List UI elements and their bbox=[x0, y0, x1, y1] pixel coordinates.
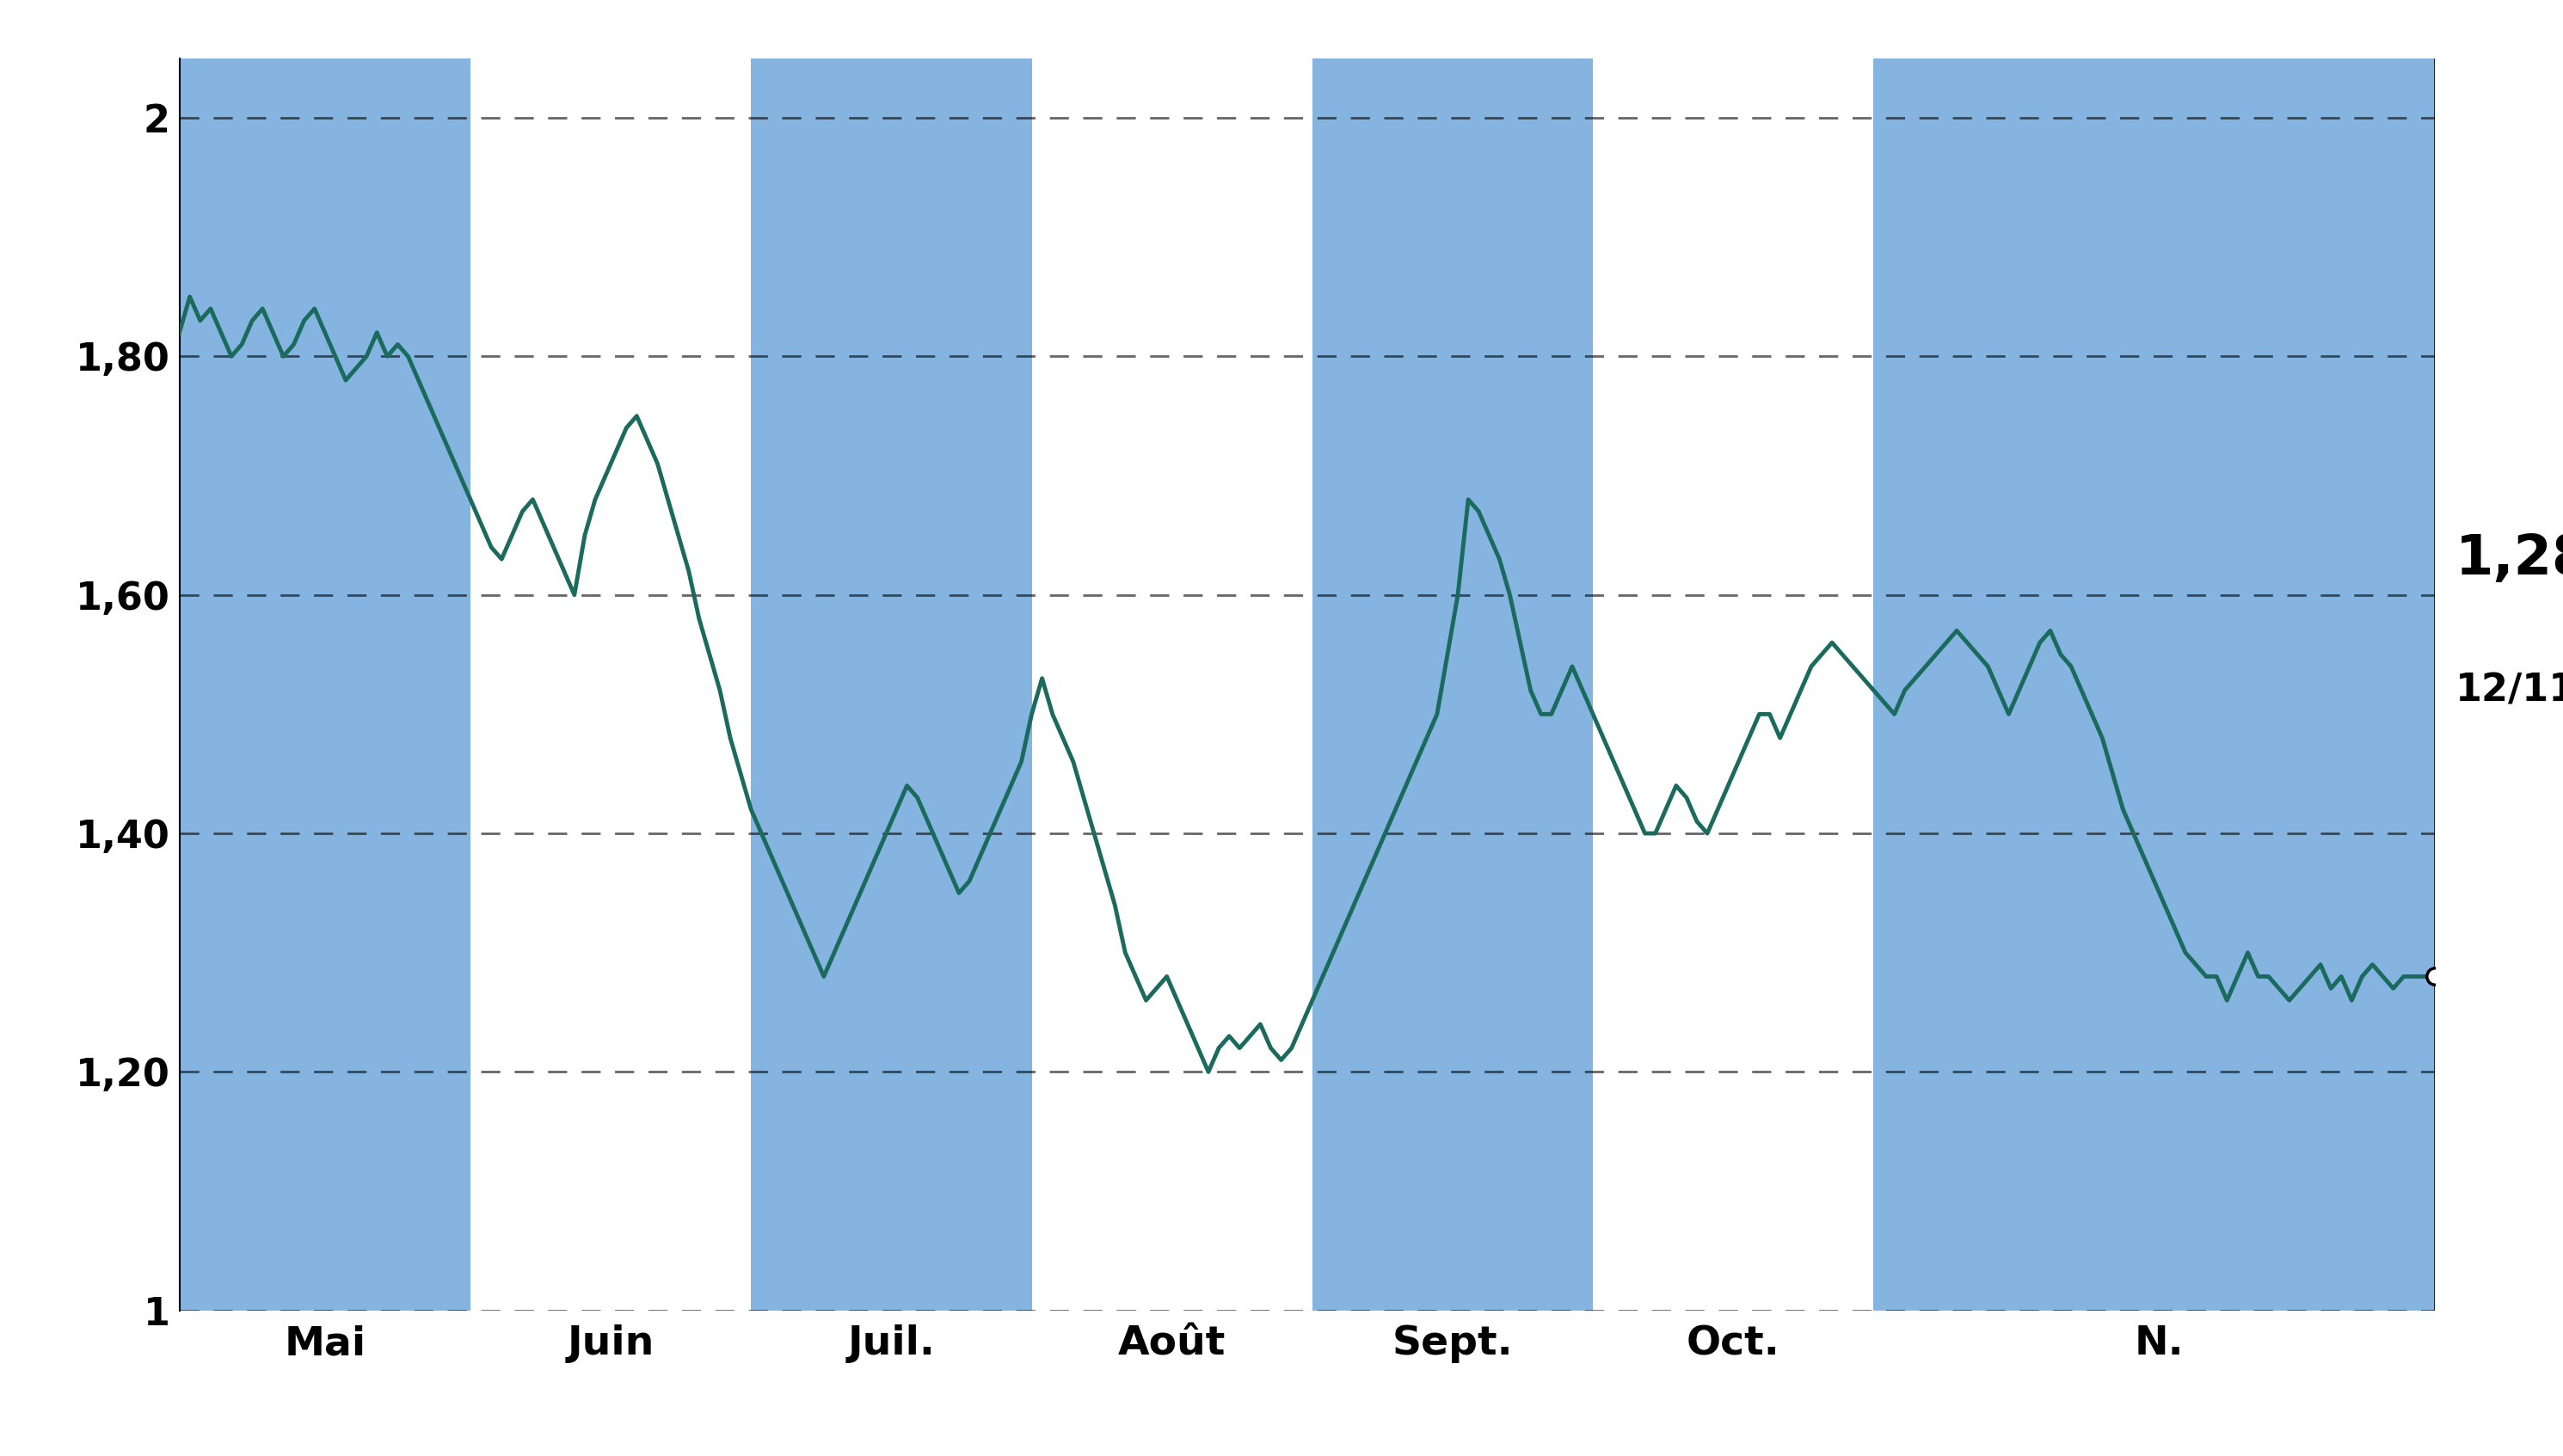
Bar bbox=[179, 58, 472, 1310]
Text: 12/11: 12/11 bbox=[2455, 671, 2563, 709]
Text: Singulus Technologies AG: Singulus Technologies AG bbox=[661, 31, 1902, 115]
Bar bbox=[1312, 58, 1594, 1310]
Text: 1,28: 1,28 bbox=[2455, 533, 2563, 585]
Bar bbox=[1874, 58, 2445, 1310]
Bar bbox=[751, 58, 1033, 1310]
